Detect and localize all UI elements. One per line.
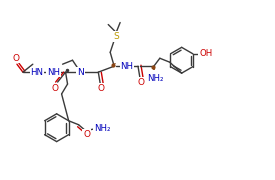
Text: O: O: [51, 84, 58, 93]
Text: NH: NH: [47, 68, 60, 77]
Text: OH: OH: [199, 49, 212, 58]
Text: S: S: [113, 32, 119, 41]
Text: O: O: [83, 130, 90, 139]
Text: O: O: [12, 54, 20, 63]
Text: O: O: [138, 78, 144, 87]
Text: HN: HN: [30, 68, 43, 77]
Text: NH: NH: [120, 62, 134, 71]
Text: O: O: [98, 84, 105, 93]
Text: N: N: [77, 68, 84, 77]
Text: NH₂: NH₂: [94, 124, 111, 133]
Text: NH₂: NH₂: [148, 74, 164, 83]
